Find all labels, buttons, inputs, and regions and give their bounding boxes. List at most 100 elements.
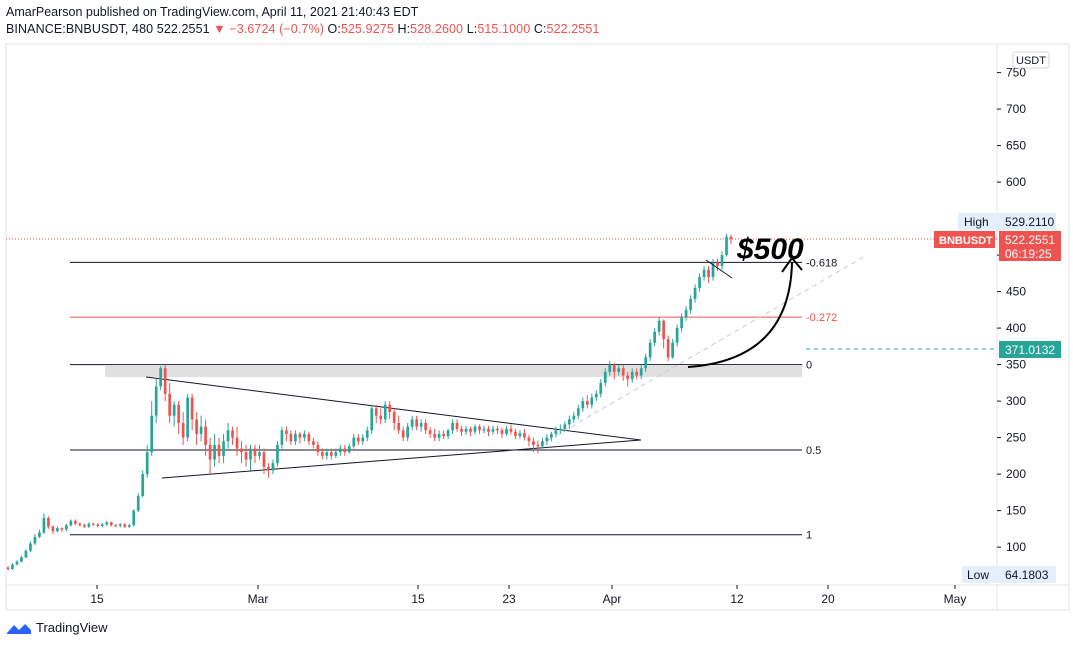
candle-body[interactable]: [20, 557, 23, 562]
candle-body[interactable]: [720, 255, 724, 267]
candle-body[interactable]: [702, 269, 706, 277]
candle-body[interactable]: [383, 404, 387, 420]
candle-body[interactable]: [379, 415, 383, 420]
candle-body[interactable]: [644, 357, 648, 369]
candle-body[interactable]: [621, 368, 625, 376]
candle-body[interactable]: [271, 463, 275, 471]
candle-body[interactable]: [249, 448, 252, 460]
triangle-lower-line[interactable]: [161, 439, 642, 479]
candle-body[interactable]: [684, 309, 688, 318]
candle-body[interactable]: [590, 397, 594, 405]
candle-body[interactable]: [406, 426, 410, 438]
candle-body[interactable]: [361, 437, 365, 442]
candle-body[interactable]: [523, 433, 526, 438]
candle-body[interactable]: [599, 382, 603, 394]
candle-body[interactable]: [276, 444, 279, 464]
candle-body[interactable]: [51, 526, 55, 532]
candle-body[interactable]: [226, 430, 230, 442]
candle-body[interactable]: [518, 433, 522, 437]
candle-body[interactable]: [397, 423, 401, 431]
currency-badge[interactable]: [1012, 51, 1050, 69]
candle-body[interactable]: [181, 423, 185, 438]
candle-body[interactable]: [109, 522, 113, 526]
candle-body[interactable]: [47, 517, 50, 527]
price-target-annotation[interactable]: $500: [736, 233, 804, 266]
candle-body[interactable]: [208, 444, 212, 460]
candle-body[interactable]: [69, 520, 73, 526]
candle-body[interactable]: [258, 452, 261, 456]
candle-body[interactable]: [415, 419, 418, 427]
dashed-trendline[interactable]: [539, 255, 866, 446]
candle-body[interactable]: [123, 524, 127, 527]
candle-body[interactable]: [356, 437, 360, 442]
candle-body[interactable]: [217, 444, 221, 456]
candle-body[interactable]: [65, 525, 68, 530]
candle-body[interactable]: [433, 433, 436, 438]
candle-body[interactable]: [707, 269, 710, 277]
candle-body[interactable]: [150, 415, 154, 453]
candle-body[interactable]: [657, 320, 661, 332]
candle-body[interactable]: [716, 262, 719, 267]
candle-body[interactable]: [388, 404, 392, 413]
candle-body[interactable]: [235, 437, 239, 449]
candle-body[interactable]: [253, 448, 257, 456]
candle-body[interactable]: [545, 437, 549, 442]
candle-body[interactable]: [559, 428, 562, 431]
candle-body[interactable]: [464, 428, 468, 432]
candle-body[interactable]: [347, 446, 351, 453]
candle-body[interactable]: [163, 368, 167, 394]
candle-body[interactable]: [729, 236, 733, 240]
candle-body[interactable]: [78, 523, 82, 526]
candle-body[interactable]: [572, 415, 576, 420]
candle-body[interactable]: [213, 444, 216, 460]
candle-body[interactable]: [204, 426, 207, 445]
short-trendline[interactable]: [705, 259, 733, 279]
candle-body[interactable]: [91, 523, 95, 525]
candle-body[interactable]: [541, 441, 544, 447]
candle-body[interactable]: [56, 528, 59, 532]
candle-body[interactable]: [419, 423, 423, 427]
candle-body[interactable]: [424, 423, 427, 431]
candle-body[interactable]: [428, 430, 432, 434]
candle-body[interactable]: [316, 444, 320, 453]
candle-body[interactable]: [338, 448, 342, 453]
time-axis[interactable]: 15 Mar 15 23 Apr 12 20 May: [90, 585, 966, 606]
candle-body[interactable]: [267, 466, 270, 471]
candle-body[interactable]: [312, 441, 315, 445]
price-axis[interactable]: 100150200250300350400450500600650700750: [997, 66, 1026, 554]
candle-body[interactable]: [370, 408, 374, 431]
candle-body[interactable]: [617, 368, 621, 372]
candle-body[interactable]: [478, 426, 481, 431]
candle-body[interactable]: [594, 393, 598, 398]
candle-body[interactable]: [491, 428, 495, 432]
candle-body[interactable]: [496, 428, 499, 431]
candle-body[interactable]: [585, 401, 589, 405]
candle-body[interactable]: [536, 444, 540, 447]
candle-body[interactable]: [711, 262, 715, 277]
candle-body[interactable]: [11, 564, 14, 569]
candle-body[interactable]: [38, 532, 41, 537]
candles[interactable]: [6, 233, 733, 571]
candle-body[interactable]: [698, 277, 701, 288]
symbol-label[interactable]: BINANCE:BNBUSDT, 480: [6, 22, 154, 36]
curved-arrow[interactable]: [687, 261, 793, 368]
candle-body[interactable]: [114, 525, 118, 527]
candle-body[interactable]: [482, 428, 486, 431]
candle-body[interactable]: [321, 452, 324, 456]
candle-body[interactable]: [689, 298, 692, 310]
candle-body[interactable]: [500, 430, 504, 434]
candle-body[interactable]: [177, 404, 180, 423]
candle-body[interactable]: [680, 317, 683, 329]
candle-body[interactable]: [280, 430, 284, 445]
candle-body[interactable]: [442, 433, 445, 437]
candle-body[interactable]: [487, 428, 490, 432]
candle-body[interactable]: [141, 474, 145, 496]
candle-body[interactable]: [105, 522, 109, 525]
candle-body[interactable]: [576, 408, 580, 416]
candle-body[interactable]: [603, 371, 607, 383]
candle-body[interactable]: [666, 339, 670, 358]
candle-body[interactable]: [725, 236, 728, 256]
candle-body[interactable]: [6, 567, 10, 569]
candle-body[interactable]: [82, 525, 86, 527]
candle-body[interactable]: [608, 364, 612, 372]
